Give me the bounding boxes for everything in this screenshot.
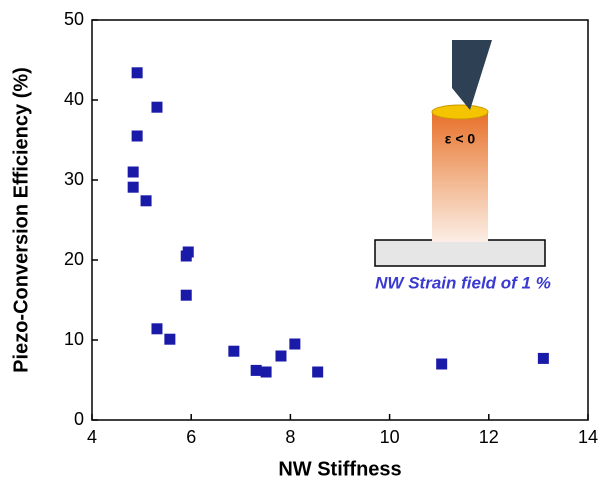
data-point xyxy=(275,350,287,362)
y-axis-title: Piezo-Conversion Efficiency (%) xyxy=(10,67,32,373)
data-point xyxy=(180,289,192,301)
data-point xyxy=(312,366,324,378)
nanowire xyxy=(432,112,488,242)
x-tick-label: 6 xyxy=(186,427,196,447)
data-point xyxy=(151,323,163,335)
strain-caption: NW Strain field of 1 % xyxy=(375,273,551,292)
data-point xyxy=(228,345,240,357)
inset-diagram: ε < 0 NW Strain field of 1 % xyxy=(374,40,551,292)
y-tick-label: 40 xyxy=(64,89,84,109)
substrate xyxy=(374,239,546,267)
x-tick-label: 8 xyxy=(285,427,295,447)
x-tick-label: 10 xyxy=(380,427,400,447)
plot-frame xyxy=(91,19,589,421)
y-tick-label: 10 xyxy=(64,329,84,349)
data-point xyxy=(140,195,152,207)
data-point xyxy=(180,250,192,262)
strain-label: ε < 0 xyxy=(445,131,476,147)
data-point xyxy=(436,358,448,370)
data-point xyxy=(260,366,272,378)
data-point xyxy=(250,364,262,376)
data-point xyxy=(131,67,143,79)
data-point xyxy=(127,166,139,178)
x-tick-label: 4 xyxy=(87,427,97,447)
y-tick-label: 20 xyxy=(64,249,84,269)
x-axis-title: NW Stiffness xyxy=(278,458,401,480)
nanowire-top xyxy=(431,104,489,120)
data-point xyxy=(131,130,143,142)
data-point xyxy=(127,181,139,193)
afm-tip xyxy=(452,40,492,110)
data-point xyxy=(289,338,301,350)
x-tick-label: 12 xyxy=(479,427,499,447)
x-tick-label: 14 xyxy=(578,427,598,447)
data-point xyxy=(151,101,163,113)
y-tick-label: 30 xyxy=(64,169,84,189)
data-point xyxy=(164,333,176,345)
data-point xyxy=(537,352,549,364)
y-tick-label: 0 xyxy=(74,409,84,429)
y-tick-label: 50 xyxy=(64,9,84,29)
